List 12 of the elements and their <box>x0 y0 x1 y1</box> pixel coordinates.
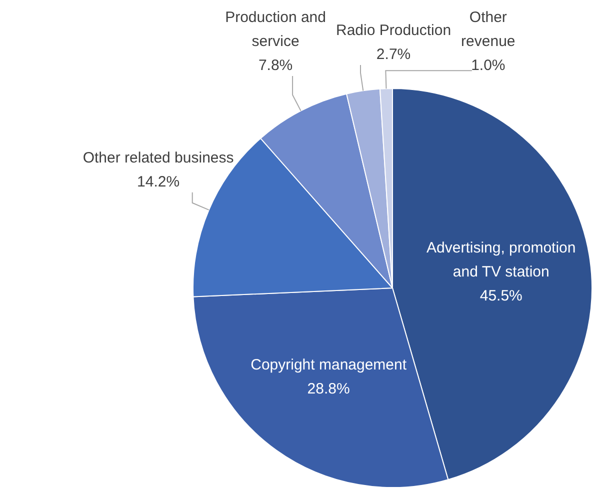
data-label: 2.7% <box>376 46 411 64</box>
data-label: 45.5% <box>480 288 522 305</box>
slice-label: Advertising, promotion and TV station <box>426 240 576 281</box>
data-label: 7.8% <box>258 57 293 74</box>
slice-label: Other related business <box>82 150 234 167</box>
slice-label: Production and service <box>225 9 326 50</box>
data-label: 1.0% <box>471 57 506 74</box>
data-label: 14.2% <box>137 174 180 191</box>
slice-label: Other revenue <box>461 9 516 50</box>
data-label: 28.8% <box>307 380 350 398</box>
slice-label: Radio Production <box>336 22 452 40</box>
slice-label: Copyright management <box>250 356 408 374</box>
